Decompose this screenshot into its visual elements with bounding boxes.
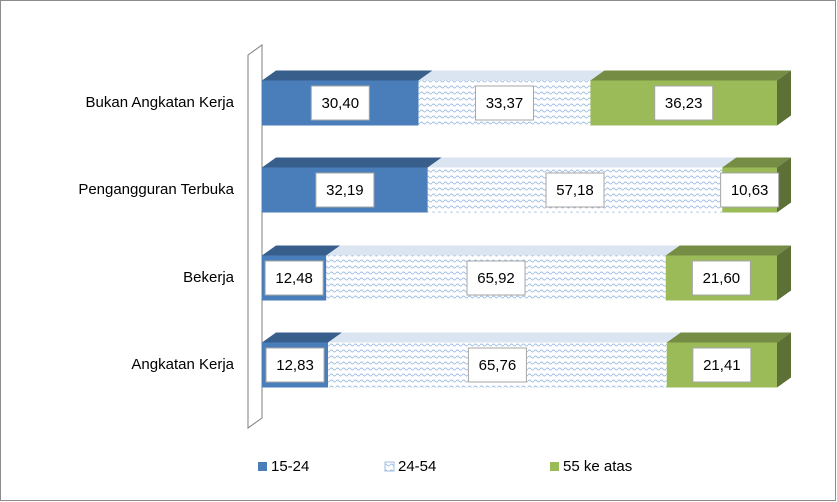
legend-label: 55 ke atas bbox=[563, 458, 632, 475]
bar-top bbox=[665, 245, 791, 256]
bar-top bbox=[666, 332, 791, 343]
data-label-box bbox=[315, 172, 375, 208]
data-label: 12,48 bbox=[275, 270, 313, 287]
data-label: 21,41 bbox=[703, 357, 741, 374]
axis-wall bbox=[247, 44, 263, 429]
data-label: 21,60 bbox=[703, 270, 741, 287]
bar-top bbox=[326, 245, 680, 256]
data-label: 33,37 bbox=[486, 95, 524, 112]
bar-top bbox=[262, 70, 433, 81]
bar-side bbox=[777, 332, 791, 388]
bar-top bbox=[427, 157, 737, 168]
y-tick-label: Angkatan Kerja bbox=[131, 356, 234, 373]
data-label-box bbox=[466, 260, 526, 296]
bar-top bbox=[418, 70, 605, 81]
data-label: 12,83 bbox=[276, 357, 314, 374]
data-label: 30,40 bbox=[322, 95, 360, 112]
data-label: 65,76 bbox=[479, 357, 517, 374]
y-tick-label: Bekerja bbox=[183, 269, 235, 286]
bar-side bbox=[777, 245, 791, 301]
data-label-box bbox=[310, 85, 370, 121]
y-tick-label: Bukan Angkatan Kerja bbox=[86, 94, 235, 111]
data-label: 57,18 bbox=[556, 182, 594, 199]
data-label-box bbox=[467, 347, 527, 383]
y-tick-label: Pengangguran Terbuka bbox=[78, 181, 234, 198]
legend-swatch bbox=[384, 461, 395, 472]
bar-top bbox=[262, 332, 343, 343]
legend-swatch bbox=[550, 462, 559, 471]
bar-top bbox=[590, 70, 791, 81]
bar-top bbox=[722, 157, 791, 168]
data-label-box bbox=[474, 85, 534, 121]
data-label: 10,63 bbox=[731, 182, 769, 199]
data-label-box bbox=[545, 172, 605, 208]
data-label: 32,19 bbox=[326, 182, 364, 199]
data-label-box bbox=[692, 347, 752, 383]
bar-side bbox=[777, 157, 791, 213]
data-label-box bbox=[691, 260, 751, 296]
data-label-box bbox=[654, 85, 714, 121]
legend-label: 24-54 bbox=[398, 458, 436, 475]
bar-side bbox=[777, 70, 791, 126]
bar-top bbox=[262, 157, 442, 168]
data-label-box bbox=[265, 347, 325, 383]
data-label-box bbox=[720, 172, 780, 208]
legend-swatch bbox=[258, 462, 267, 471]
legend-label: 15-24 bbox=[271, 458, 309, 475]
data-label-box bbox=[264, 260, 324, 296]
data-label: 65,92 bbox=[477, 270, 515, 287]
bar-top bbox=[328, 332, 681, 343]
bar-top bbox=[262, 245, 341, 256]
data-label: 36,23 bbox=[665, 95, 703, 112]
